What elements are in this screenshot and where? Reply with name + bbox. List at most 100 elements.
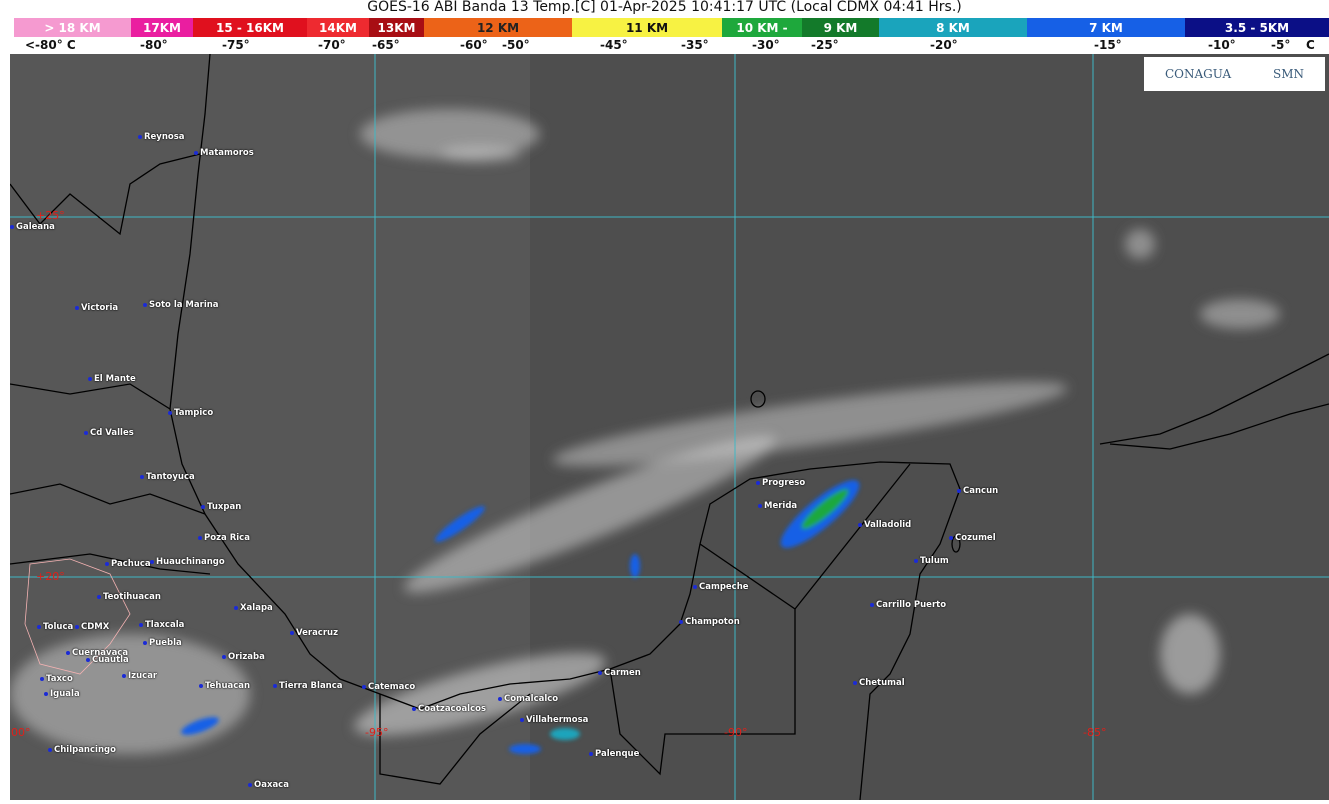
city-label: Champoton: [679, 617, 740, 627]
legend-segment: 13KM: [369, 18, 424, 37]
city-label: Orizaba: [222, 652, 265, 662]
city-dot-icon: [168, 410, 172, 415]
city-dot-icon: [520, 717, 524, 722]
city-name: Reynosa: [144, 132, 185, 142]
city-name: Carmen: [604, 668, 641, 678]
city-name: Merida: [764, 501, 798, 511]
city-dot-icon: [199, 683, 203, 688]
city-dot-icon: [498, 696, 502, 701]
city-label: Victoria: [75, 303, 118, 313]
city-dot-icon: [858, 522, 862, 527]
city-dot-icon: [290, 630, 294, 635]
city-name: Campeche: [699, 582, 749, 592]
city-label: Tulum: [914, 556, 949, 566]
city-dot-icon: [138, 134, 142, 139]
city-label: Merida: [758, 501, 797, 511]
city-name: Champoton: [685, 617, 740, 627]
city-label: Tierra Blanca: [273, 681, 343, 691]
city-name: Toluca: [43, 622, 74, 632]
city-name: Cd Valles: [90, 428, 134, 438]
city-name: Matamoros: [200, 148, 254, 158]
legend-segment: 7 KM: [1027, 18, 1185, 37]
temperature-scale: <-80° C -80° -75° -70° -65° -60° -50° -45° -35° -…: [0, 37, 1329, 54]
city-dot-icon: [97, 594, 101, 599]
lon-label-90: -90°: [724, 726, 748, 739]
city-name: Huauchinango: [156, 557, 225, 567]
convective-cells: [181, 480, 860, 754]
city-name: Tampico: [174, 408, 214, 418]
city-label: Toluca: [37, 622, 73, 632]
temperature-tick: -75°: [222, 38, 250, 52]
temperature-tick: -35°: [681, 38, 709, 52]
city-name: Carrillo Puerto: [876, 600, 947, 610]
city-dot-icon: [598, 670, 602, 675]
city-name: Cuautla: [92, 655, 129, 665]
lon-label-85: -85°: [1083, 726, 1107, 739]
city-dot-icon: [143, 640, 147, 645]
lat-label-25: +25°: [36, 209, 65, 222]
city-name: Comalcalco: [504, 694, 559, 704]
city-name: Veracruz: [296, 628, 339, 638]
city-name: Progreso: [762, 478, 806, 488]
temperature-tick: C: [1306, 38, 1315, 52]
city-dot-icon: [201, 504, 205, 509]
city-name: Orizaba: [228, 652, 265, 662]
city-name: Izucar: [128, 671, 158, 681]
city-dot-icon: [139, 622, 143, 627]
city-dot-icon: [75, 305, 79, 310]
city-label: Pachuca: [105, 559, 151, 569]
city-name: Iguala: [50, 689, 80, 699]
city-label: Tehuacan: [199, 681, 250, 691]
city-label: Palenque: [589, 749, 639, 759]
city-label: El Mante: [88, 374, 136, 384]
temperature-tick: -60°: [460, 38, 488, 52]
city-dot-icon: [273, 683, 277, 688]
city-dot-icon: [44, 691, 48, 696]
city-dot-icon: [412, 706, 416, 711]
city-label: Tuxpan: [201, 502, 241, 512]
city-label: Soto la Marina: [143, 300, 219, 310]
city-name: Tulum: [920, 556, 949, 566]
city-label: Tampico: [168, 408, 213, 418]
city-dot-icon: [66, 650, 70, 655]
satellite-map[interactable]: +25° +20° -100° -95° -90° -85° Reynosa Ma…: [10, 54, 1329, 800]
city-dot-icon: [914, 558, 918, 563]
city-label: Oaxaca: [248, 780, 289, 790]
coastlines-borders: [10, 54, 1329, 800]
city-name: Pachuca: [111, 559, 151, 569]
city-dot-icon: [194, 150, 198, 155]
smn-logo: SMN: [1273, 67, 1305, 81]
city-dot-icon: [143, 302, 147, 307]
legend-segment: 10 KM -: [722, 18, 802, 37]
city-dot-icon: [37, 624, 41, 629]
city-dot-icon: [248, 782, 252, 787]
city-dot-icon: [75, 624, 79, 629]
legend-segment: 12 KM: [424, 18, 572, 37]
city-dot-icon: [86, 657, 90, 662]
city-dot-icon: [949, 535, 953, 540]
city-dot-icon: [222, 654, 226, 659]
city-name: Palenque: [595, 749, 640, 759]
city-label: Valladolid: [858, 520, 911, 530]
city-label: CDMX: [75, 622, 109, 632]
city-label: Carmen: [598, 668, 641, 678]
temperature-tick: -10°: [1208, 38, 1236, 52]
city-name: Cozumel: [955, 533, 996, 543]
lat-lon-grid: [10, 54, 1329, 800]
city-dot-icon: [234, 605, 238, 610]
city-name: Poza Rica: [204, 533, 250, 543]
map-canvas: [10, 54, 1329, 800]
city-label: Cozumel: [949, 533, 996, 543]
legend-segment: > 18 KM: [14, 18, 131, 37]
lat-label-20: +20°: [36, 570, 65, 583]
city-name: Tlaxcala: [145, 620, 185, 630]
city-label: Villahermosa: [520, 715, 588, 725]
city-label: Xalapa: [234, 603, 273, 613]
temperature-tick: -50°: [502, 38, 530, 52]
city-dot-icon: [122, 673, 126, 678]
city-label: Tantoyuca: [140, 472, 195, 482]
legend-segment: 3.5 - 5KM: [1185, 18, 1329, 37]
city-dot-icon: [679, 619, 683, 624]
city-dot-icon: [362, 684, 366, 689]
city-label: Comalcalco: [498, 694, 558, 704]
